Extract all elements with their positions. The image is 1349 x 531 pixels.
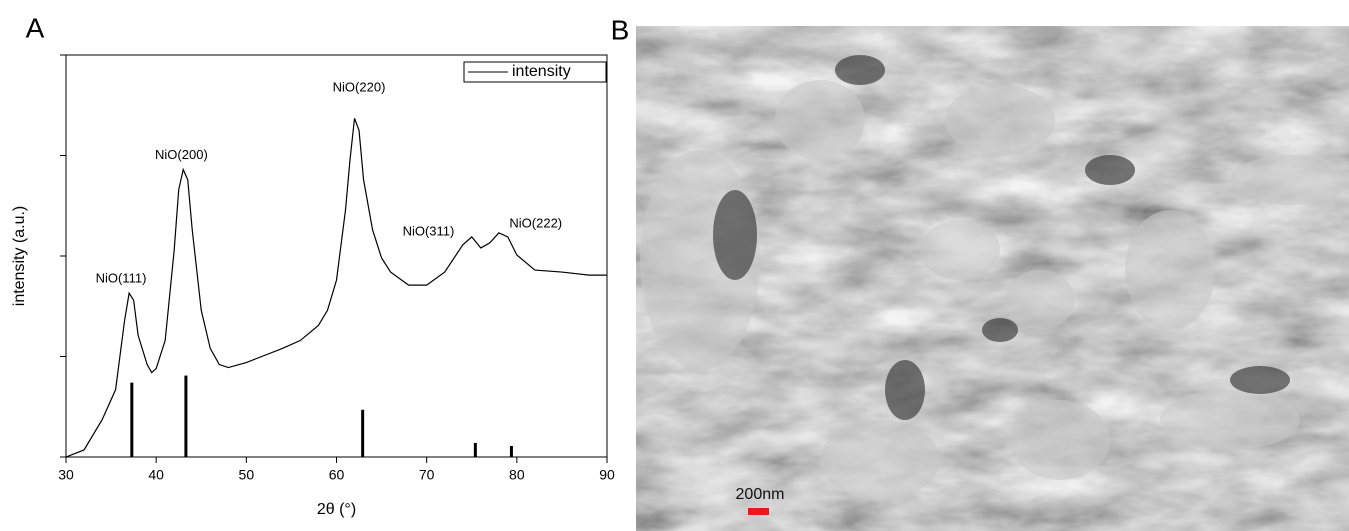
peak-annotation: NiO(220) — [333, 80, 386, 95]
x-axis-title: 2θ (°) — [317, 501, 356, 518]
reference-peak — [509, 445, 513, 457]
x-tick-label: 60 — [329, 467, 345, 483]
pores — [713, 55, 1290, 420]
peak-annotation: NiO(111) — [96, 271, 147, 286]
legend-label: intensity — [512, 63, 571, 80]
x-tick-label: 90 — [599, 467, 615, 483]
peak-annotation: NiO(222) — [509, 215, 562, 230]
reference-peak — [473, 442, 477, 457]
plot-frame — [65, 54, 608, 458]
reference-peak — [184, 375, 188, 457]
x-tick-label: 40 — [148, 467, 164, 483]
scale-bar-label: 200nm — [736, 486, 785, 503]
scale-bar — [748, 508, 769, 515]
panel-label: B — [611, 14, 630, 45]
x-tick-label: 50 — [239, 467, 255, 483]
x-tick-label: 80 — [509, 467, 525, 483]
x-tick-label: 30 — [58, 467, 74, 483]
intensity-line — [65, 118, 607, 458]
particles — [640, 80, 1349, 500]
reference-peak — [130, 382, 134, 457]
y-axis-title: intensity (a.u.) — [11, 206, 28, 306]
sem-image — [636, 26, 1349, 531]
panel-label: A — [26, 12, 45, 43]
peak-annotation: NiO(200) — [155, 147, 208, 162]
reference-peak — [361, 409, 365, 457]
x-tick-label: 70 — [419, 467, 435, 483]
peak-annotation: NiO(311) — [403, 223, 455, 238]
legend-box — [463, 61, 607, 83]
